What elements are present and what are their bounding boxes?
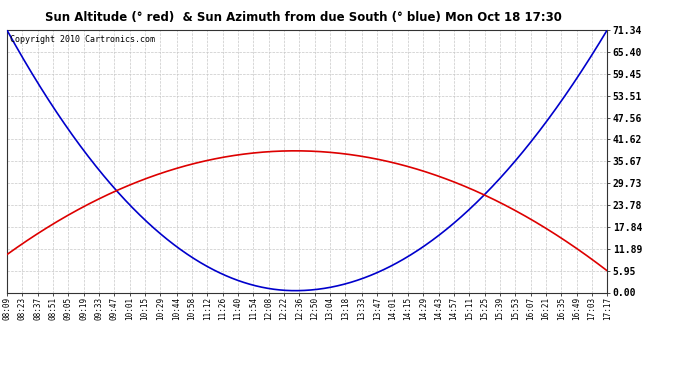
Text: Copyright 2010 Cartronics.com: Copyright 2010 Cartronics.com	[10, 35, 155, 44]
Text: Sun Altitude (° red)  & Sun Azimuth from due South (° blue) Mon Oct 18 17:30: Sun Altitude (° red) & Sun Azimuth from …	[45, 11, 562, 24]
